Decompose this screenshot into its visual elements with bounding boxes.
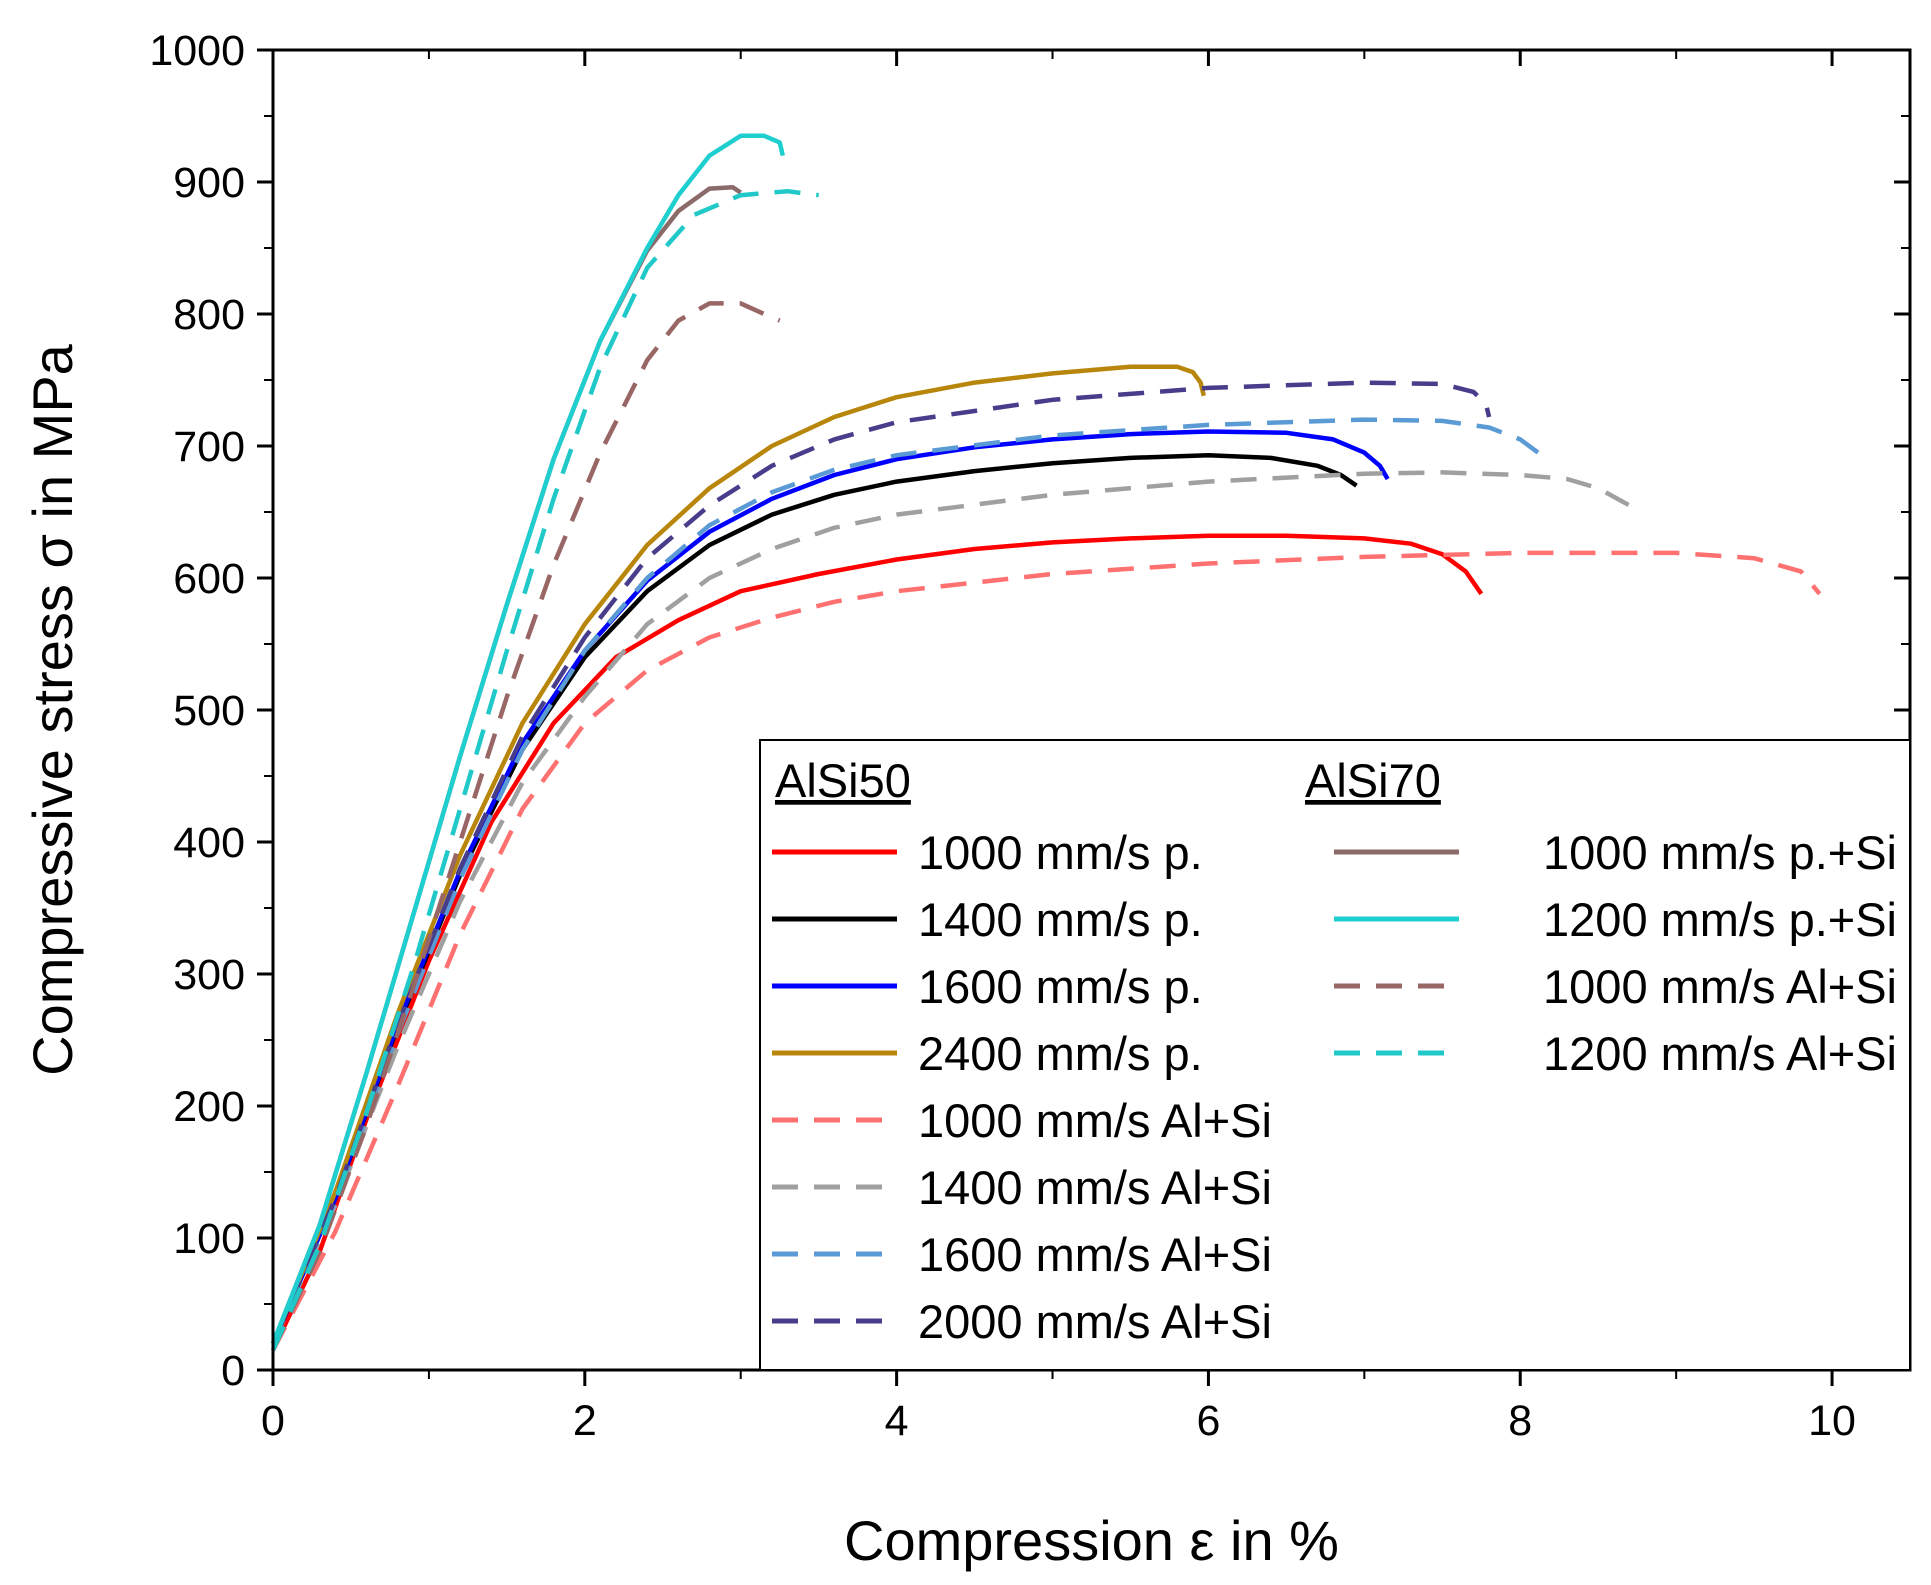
legend-label: 1600 mm/s Al+Si [918, 1228, 1272, 1281]
legend-label: 1200 mm/s Al+Si [1543, 1027, 1897, 1080]
legend-label: 1600 mm/s p. [918, 960, 1203, 1013]
series-line-alsi50-0 [270, 533, 1484, 1352]
legend-label: 1000 mm/s p.+Si [1543, 826, 1897, 879]
legend-label: 1400 mm/s p. [918, 893, 1203, 946]
y-tick-label: 1000 [149, 27, 245, 75]
y-tick-label: 0 [221, 1347, 245, 1395]
y-tick-label: 300 [173, 951, 245, 999]
x-tick-label: 10 [1808, 1397, 1856, 1445]
series-line-alsi50-3 [270, 364, 1206, 1345]
y-tick-label: 900 [173, 159, 245, 207]
series-line-alsi50-5 [270, 470, 1631, 1345]
legend-label: 1000 mm/s Al+Si [1543, 960, 1897, 1013]
series-line-alsi70-11 [270, 188, 819, 1352]
series-line-alsi50-4 [271, 550, 1822, 1352]
series-line-alsi50-2 [270, 429, 1390, 1345]
legend-label: 1000 mm/s Al+Si [918, 1094, 1272, 1147]
y-tick-label: 500 [173, 687, 245, 735]
x-tick-label: 0 [261, 1397, 285, 1445]
x-tick-label: 6 [1196, 1397, 1220, 1445]
series-curves [270, 133, 1822, 1352]
y-tick-label: 700 [173, 423, 245, 471]
legend-label: 2400 mm/s p. [918, 1027, 1203, 1080]
x-tick-label: 8 [1508, 1397, 1532, 1445]
y-axis-title: Compressive stress σ in MPa [21, 343, 84, 1075]
legend-entries: 1000 mm/s p. 1400 mm/s p. 1600 mm/s p. 2400… [772, 826, 1897, 1348]
y-tick-label: 600 [173, 555, 245, 603]
series-line-alsi50-6 [270, 417, 1545, 1345]
x-axis-title: Compression ε in % [844, 1509, 1339, 1572]
series-line-alsi70-9 [270, 133, 785, 1345]
legend-label: 1200 mm/s p.+Si [1543, 893, 1897, 946]
series-line-alsi50-7 [270, 380, 1492, 1345]
y-tick-label: 800 [173, 291, 245, 339]
y-tick-label: 400 [173, 819, 245, 867]
legend-label: 1400 mm/s Al+Si [918, 1161, 1272, 1214]
x-tick-label: 4 [885, 1397, 909, 1445]
y-tick-label: 200 [173, 1083, 245, 1131]
x-axis: 0 2 4 6 8 10 [261, 50, 1856, 1445]
x-tick-label: 2 [573, 1397, 597, 1445]
series-line-alsi70-10 [270, 301, 781, 1352]
legend-heading-alsi70: AlSi70 [1305, 754, 1441, 807]
legend-label: 2000 mm/s Al+Si [918, 1295, 1272, 1348]
legend-label: 1000 mm/s p. [918, 826, 1203, 879]
legend-heading-alsi50: AlSi50 [775, 754, 911, 807]
legend: AlSi50 AlSi70 1000 mm/s p. 1400 mm/s p. 16… [759, 739, 1911, 1371]
y-tick-label: 100 [173, 1215, 245, 1263]
y-axis: 0 100 200 300 400 500 600 700 800 900 1000 [149, 27, 1910, 1395]
